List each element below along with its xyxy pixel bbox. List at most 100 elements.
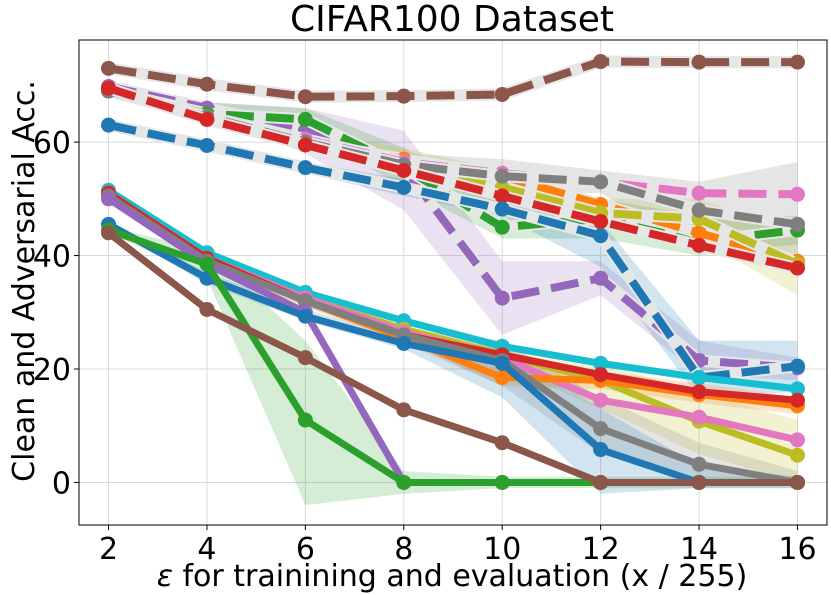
point-red-dashed-14 [691,237,707,253]
y-tick-label-40: 40 [33,240,71,275]
point-brown-dashed-12 [593,54,609,70]
series-cyan-solid-line [106,187,798,393]
x-tick-label-4: 4 [197,532,216,567]
point-grey-dashed-16 [789,216,805,232]
y-tick-label-0: 0 [52,466,71,501]
point-brown-dashed-6 [297,89,313,105]
point-brown-solid-16 [789,474,805,490]
series-brown-solid-line [106,230,798,486]
point-blue-solid-8 [396,335,412,351]
chart-title: CIFAR100 Dataset [290,0,614,40]
point-brown-solid-14 [691,474,707,490]
point-red-dashed-10 [494,188,510,204]
point-blue-solid-6 [297,308,313,324]
point-brown-dashed-14 [691,54,707,70]
y-axis-title: Clean and Adversarial Acc. [7,80,42,482]
x-tick-label-16: 16 [778,532,816,567]
point-blue-solid-12 [593,442,609,458]
band-green-solid [108,227,798,506]
point-green-solid-10 [494,474,510,490]
point-red-dashed-6 [297,137,313,153]
x-tick-label-2: 2 [99,532,118,567]
point-orange-solid-10 [494,370,510,386]
point-brown-dashed-16 [789,54,805,70]
point-green-solid-6 [297,412,313,428]
point-brown-solid-10 [494,435,510,451]
point-pink-dashed-16 [789,186,805,202]
x-tick-label-8: 8 [394,532,413,567]
point-brown-solid-8 [396,402,412,418]
point-blue-dashed-8 [396,179,412,195]
plot-frame [78,39,828,526]
point-orange-dashed-14 [691,225,707,241]
point-green-solid-4 [199,256,215,272]
x-tick-label-12: 12 [582,532,620,567]
point-green-dashed-10 [494,219,510,235]
point-pink-solid-12 [593,392,609,408]
point-red-dashed-2 [101,80,117,96]
point-purple-dashed-10 [494,290,510,306]
y-tick-label-60: 60 [33,126,71,161]
point-blue-dashed-16 [789,358,805,374]
series-brown-solid [101,225,805,490]
x-axis-title-text: for trainining and evaluation (x / 255) [173,559,747,594]
point-grey-solid-14 [691,456,707,472]
x-axis-title: ε for trainining and evaluation (x / 255… [157,559,748,594]
point-red-dashed-12 [593,214,609,230]
point-grey-solid-12 [593,421,609,437]
series-blue-dashed-line [107,121,798,382]
point-brown-dashed-4 [199,76,215,92]
point-cyan-solid-14 [691,370,707,386]
point-brown-dashed-10 [494,86,510,102]
x-tick-label-10: 10 [483,532,521,567]
series-grey-dashed-line [107,87,799,229]
y-tick-label-20: 20 [33,353,71,388]
point-blue-dashed-12 [593,228,609,244]
point-grey-dashed-12 [593,174,609,190]
point-blue-dashed-4 [199,138,215,154]
point-brown-solid-2 [101,225,117,241]
point-blue-dashed-6 [297,160,313,176]
point-grey-solid-6 [297,293,313,309]
point-blue-dashed-10 [494,201,510,217]
point-red-solid-12 [593,367,609,383]
point-brown-dashed-8 [396,88,412,104]
point-red-dashed-8 [396,162,412,178]
axis-ticks: 2 4 6 8 10 12 14 16 0 20 40 60 [33,126,817,567]
point-green-dashed-6 [297,111,313,127]
point-brown-solid-12 [593,474,609,490]
point-grey-dashed-10 [494,168,510,184]
data-series [101,54,805,490]
series-pink-dashed-line [107,87,798,199]
point-red-dashed-4 [199,111,215,127]
x-tick-label-6: 6 [296,532,315,567]
point-brown-solid-4 [199,301,215,317]
point-red-solid-16 [789,392,805,408]
point-purple-solid-2 [101,191,117,207]
point-pink-solid-16 [789,432,805,448]
point-blue-dashed-2 [101,117,117,133]
point-blue-solid-10 [494,355,510,371]
point-purple-dashed-12 [593,270,609,286]
point-pink-dashed-14 [691,185,707,201]
point-red-dashed-16 [789,260,805,276]
band-grey-solid [108,193,798,483]
series-red-dashed [101,80,805,276]
point-pink-solid-14 [691,409,707,425]
series-brown-dashed-line [107,57,798,101]
point-brown-dashed-2 [101,60,117,76]
point-cyan-solid-12 [593,355,609,371]
x-tick-label-14: 14 [680,532,718,567]
point-olive-solid-16 [789,447,805,463]
series-brown-dashed [101,54,805,105]
point-red-solid-14 [691,384,707,400]
x-axis-title-symbol: ε [157,559,173,594]
series-grey-solid-line [106,193,799,486]
point-cyan-solid-16 [789,381,805,397]
series-red-dashed-line [107,84,799,272]
series-blue-dashed [101,117,805,386]
point-grey-dashed-14 [691,202,707,218]
point-green-solid-8 [396,474,412,490]
point-brown-solid-6 [297,350,313,366]
